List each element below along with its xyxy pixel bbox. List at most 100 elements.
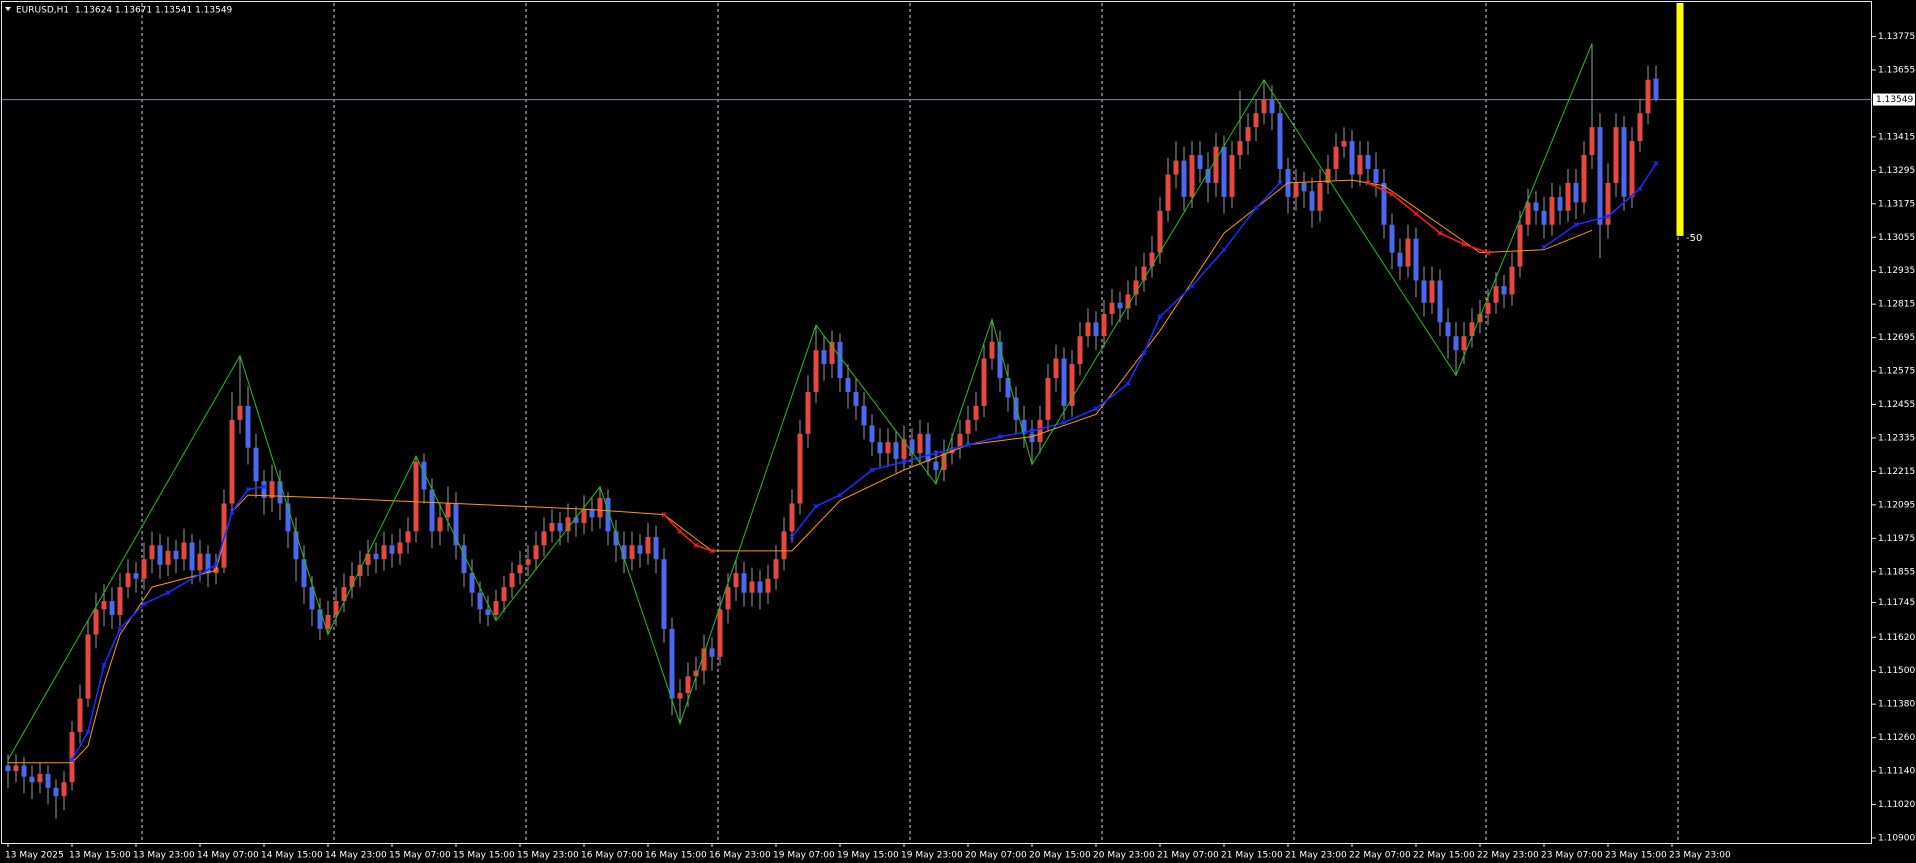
candle-body <box>261 481 267 498</box>
candle-body <box>773 559 779 579</box>
candle-body <box>341 587 347 602</box>
candle-body <box>901 439 907 459</box>
candle-body <box>117 587 123 615</box>
y-tick-label: 1.12095 <box>1878 500 1915 510</box>
candle-body <box>621 545 627 560</box>
candle-body <box>1357 155 1363 175</box>
candle-body <box>733 573 739 588</box>
candle-body <box>173 550 179 560</box>
candle-body <box>21 765 27 777</box>
indicator-marker <box>1437 230 1443 236</box>
candle-body <box>269 481 275 498</box>
candle-body <box>1237 141 1243 156</box>
x-tick-label: 16 May 07:00 <box>581 851 643 861</box>
x-tick-label: 13 May 2025 <box>5 851 64 861</box>
candle-body <box>461 545 467 574</box>
candle-body <box>1653 78 1659 100</box>
y-tick-label: 1.13055 <box>1878 233 1915 243</box>
menu-arrow[interactable] <box>5 7 11 11</box>
candle-body <box>485 609 491 615</box>
candle-body <box>437 517 443 532</box>
candle-body <box>453 503 459 546</box>
candle-body <box>1333 146 1339 169</box>
indicator-marker <box>1189 283 1195 289</box>
candle-body <box>1557 196 1563 211</box>
indicator-marker <box>1141 350 1147 356</box>
candle-body <box>1181 160 1187 197</box>
candle-body <box>965 419 971 434</box>
indicator-marker <box>1061 420 1067 426</box>
candle-body <box>749 581 755 593</box>
candle-body <box>517 564 523 574</box>
candle-body <box>677 693 683 699</box>
x-tick-label: 19 May 23:00 <box>901 851 963 861</box>
candle-body <box>1141 266 1147 281</box>
indicator-marker <box>1029 428 1035 434</box>
candle-body <box>637 545 643 554</box>
candle-body <box>1269 99 1275 114</box>
candle-body <box>797 433 803 504</box>
indicator-marker <box>1605 213 1611 219</box>
x-tick-label: 22 May 23:00 <box>1477 851 1539 861</box>
candle-body <box>69 732 75 783</box>
candle-body <box>1445 322 1451 337</box>
candle-body <box>1149 252 1155 267</box>
x-tick-label: 13 May 15:00 <box>69 851 131 861</box>
plot-frame <box>1 1 1872 844</box>
candle-body <box>933 461 939 471</box>
y-tick-label: 1.13175 <box>1878 199 1915 209</box>
candle-body <box>813 350 819 392</box>
candle-body <box>925 433 931 462</box>
x-tick-label: 14 May 07:00 <box>197 851 259 861</box>
candle-body <box>1597 127 1603 225</box>
candle-body <box>1589 127 1595 156</box>
candle-body <box>141 559 147 579</box>
y-tick-label: 1.12695 <box>1878 333 1915 343</box>
candle-body <box>1637 113 1643 142</box>
candle-body <box>1325 168 1331 183</box>
candle-body <box>837 341 843 379</box>
y-tick-label: 1.13775 <box>1878 32 1915 42</box>
x-tick-label: 21 May 23:00 <box>1285 851 1347 861</box>
candle-body <box>157 545 163 565</box>
candle-body <box>1349 141 1355 175</box>
candle-body <box>85 634 91 699</box>
candle-body <box>805 391 811 434</box>
candle-body <box>501 587 507 602</box>
candle-body <box>1613 127 1619 183</box>
candle-body <box>477 592 483 610</box>
candle-body <box>629 545 635 560</box>
candle-body <box>1525 202 1531 225</box>
candle-body <box>165 550 171 565</box>
candle-body <box>1605 182 1611 225</box>
candle-body <box>1037 419 1043 443</box>
candle-body <box>1013 397 1019 420</box>
candle-body <box>1453 336 1459 351</box>
candle-body <box>581 509 587 523</box>
indicator-marker <box>709 548 715 554</box>
candle-body <box>1549 196 1555 225</box>
candle-body <box>1005 378 1011 398</box>
candle-body <box>197 553 203 571</box>
y-tick-label: 1.13655 <box>1878 66 1915 76</box>
candle-body <box>1261 99 1267 114</box>
candle-body <box>1133 280 1139 295</box>
candle-body <box>1157 210 1163 253</box>
candle-body <box>821 350 827 365</box>
candle-body <box>365 553 371 565</box>
candle-body <box>77 698 83 733</box>
candle-body <box>1389 224 1395 253</box>
candle-body <box>613 531 619 546</box>
candle-body <box>725 587 731 610</box>
candle-body <box>1125 294 1131 309</box>
y-tick-label: 1.11620 <box>1878 633 1915 643</box>
candle-body <box>277 481 283 504</box>
indicator-marker <box>693 542 699 548</box>
candle-body <box>301 559 307 588</box>
candle-body <box>1533 202 1539 211</box>
chart-title: EURUSD,H1 1.13624 1.13671 1.13541 1.1354… <box>16 6 233 16</box>
candle-body <box>469 573 475 593</box>
x-tick-label: 23 May 15:00 <box>1605 851 1667 861</box>
x-tick-label: 15 May 23:00 <box>517 851 579 861</box>
candle-body <box>1189 155 1195 197</box>
